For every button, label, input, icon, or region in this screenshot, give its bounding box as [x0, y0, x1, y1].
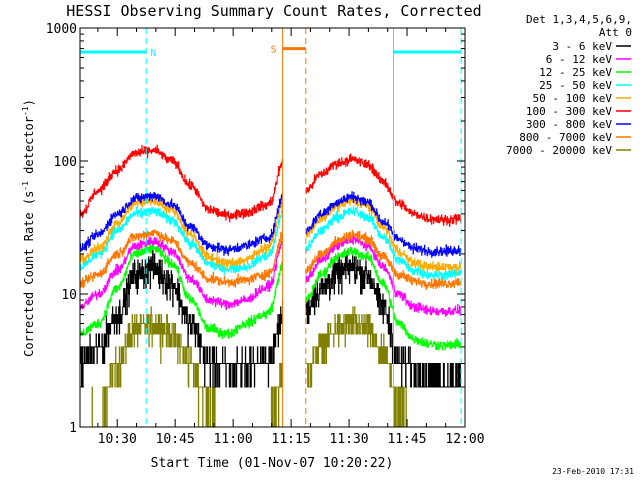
legend-entry-label: 50 - 100 keV: [533, 92, 613, 105]
x-tick-label: 12:00: [445, 432, 484, 447]
series-line-8-part-2: [305, 229, 461, 290]
series-line-7-part-1: [79, 192, 283, 256]
timestamp: 23-Feb-2010 17:31: [552, 467, 634, 476]
saa-flag-label: S: [271, 45, 277, 56]
legend-entry-label: 12 - 25 keV: [539, 66, 612, 79]
x-tick-label: 11:00: [214, 432, 253, 447]
legend-entry-label: 7000 - 20000 keV: [506, 144, 612, 157]
series-line-8-part-1: [79, 229, 283, 289]
axes: 10:30 10:45 11:00 11:15 11:30 11:45 12:00 1 10 10…: [46, 22, 485, 447]
plot-lines: [79, 144, 461, 428]
x-axis-label: Start Time (01-Nov-07 10:20:22): [151, 456, 394, 471]
y-tick-label: 100: [54, 155, 77, 170]
y-axis-label-sup1: -1: [21, 181, 30, 191]
x-tick-label: 11:45: [387, 432, 426, 447]
x-tick-label: 11:30: [330, 432, 369, 447]
x-tick-label: 10:30: [98, 432, 137, 447]
series-line-7-part-2: [305, 191, 461, 258]
series-line-6-part-1: [79, 144, 283, 223]
night-flag-label: N: [150, 48, 156, 59]
y-axis-label: Corrected Count Rate (s-1 detector-1): [21, 99, 36, 357]
legend-header-line2: Att 0: [599, 26, 632, 39]
y-axis-label-part3: ): [22, 99, 36, 106]
legend-header-line1: Det 1,3,4,5,6,9,: [526, 13, 632, 26]
series-line-1-part-1: [80, 248, 283, 388]
y-tick-label: 1000: [46, 22, 77, 37]
legend-entry-label: 25 - 50 keV: [539, 79, 612, 92]
legend-entry-label: 6 - 12 keV: [546, 53, 613, 66]
series-line-3-part-1: [79, 241, 283, 339]
legend-entry-label: 100 - 300 keV: [526, 105, 612, 118]
y-axis-label-part1: Corrected Count Rate (s: [22, 191, 36, 357]
series-line-4-part-2: [305, 205, 461, 281]
x-tick-label: 11:15: [272, 432, 311, 447]
series-line-1-part-2: [305, 250, 461, 388]
legend-entry-label: 300 - 800 keV: [526, 118, 612, 131]
plot-frame: [79, 27, 466, 428]
legend-entry-label: 800 - 7000 keV: [519, 131, 612, 144]
series-line-6-part-2: [305, 153, 461, 227]
y-axis-label-part2: detector: [22, 116, 36, 181]
series-line-5-part-1: [79, 196, 283, 270]
series-line-2-part-1: [79, 236, 283, 311]
y-axis-label-sup2: -1: [21, 106, 30, 116]
y-tick-label: 10: [61, 288, 77, 303]
x-tick-label: 10:45: [156, 432, 195, 447]
series-line-3-part-2: [305, 246, 461, 351]
series-line-4-part-1: [79, 206, 283, 276]
chart-title: HESSI Observing Summary Count Rates, Cor…: [66, 2, 481, 20]
y-tick-label: 1: [69, 421, 77, 436]
legend-entry-label: 3 - 6 keV: [552, 40, 612, 53]
